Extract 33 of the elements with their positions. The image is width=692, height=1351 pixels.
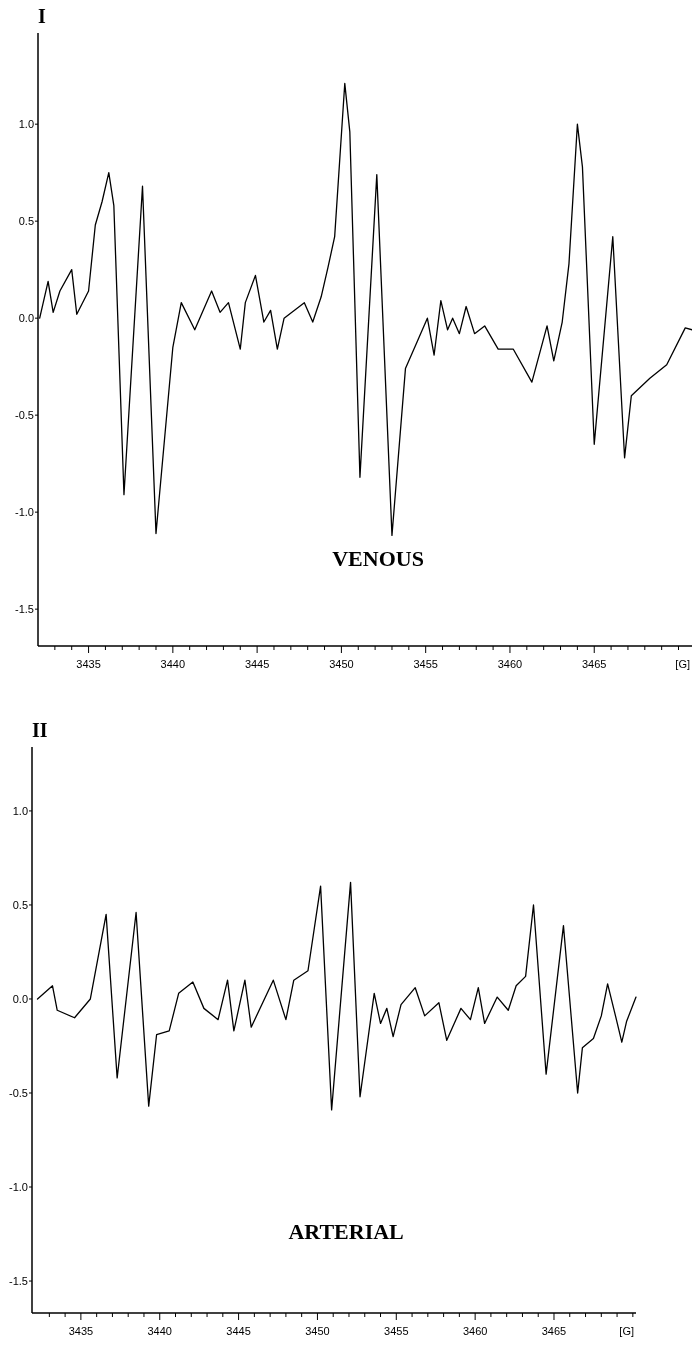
x-tick-label: 3465: [581, 658, 607, 670]
x-tick-label: 3455: [413, 658, 438, 670]
x-tick-label: 3460: [497, 658, 523, 670]
y-tick-label: 1.0: [12, 804, 28, 817]
x-tick-label: 3450: [329, 658, 354, 670]
chart-title: I: [38, 5, 46, 27]
x-tick-label: 3440: [160, 658, 186, 670]
x-tick-label: 3445: [244, 658, 270, 670]
y-tick-label: -0.5: [15, 409, 34, 422]
annotation: VENOUS: [332, 546, 424, 572]
x-tick-label: 3445: [226, 1325, 251, 1337]
line-series: [36, 881, 637, 1111]
x-axis-title: [G]: [675, 658, 690, 670]
x-tick-label: 3455: [384, 1325, 409, 1337]
annotation: ARTERIAL: [288, 1219, 404, 1245]
y-tick-label: -1.0: [15, 506, 34, 518]
y-tick-label: -1.5: [9, 1274, 28, 1287]
y-tick-label: -1.5: [15, 602, 34, 615]
y-tick-label: 0.5: [18, 215, 34, 228]
y-tick-label: 0.0: [18, 312, 34, 325]
y-tick-label: -1.0: [9, 1180, 28, 1193]
y-tick-label: -0.5: [9, 1086, 28, 1099]
x-tick-label: 3435: [68, 1325, 94, 1337]
y-tick-label: 1.0: [18, 118, 34, 131]
y-tick-label: 0.5: [12, 898, 28, 911]
chart-title: II: [32, 719, 48, 741]
x-tick-label: 3435: [76, 658, 101, 670]
x-tick-label: 3460: [462, 1325, 488, 1337]
y-tick-label: 0.0: [12, 992, 28, 1005]
x-tick-label: 3440: [147, 1325, 172, 1337]
x-tick-label: 3450: [305, 1325, 330, 1337]
x-axis-title: [G]: [619, 1325, 634, 1337]
x-tick-label: 3465: [541, 1325, 567, 1337]
